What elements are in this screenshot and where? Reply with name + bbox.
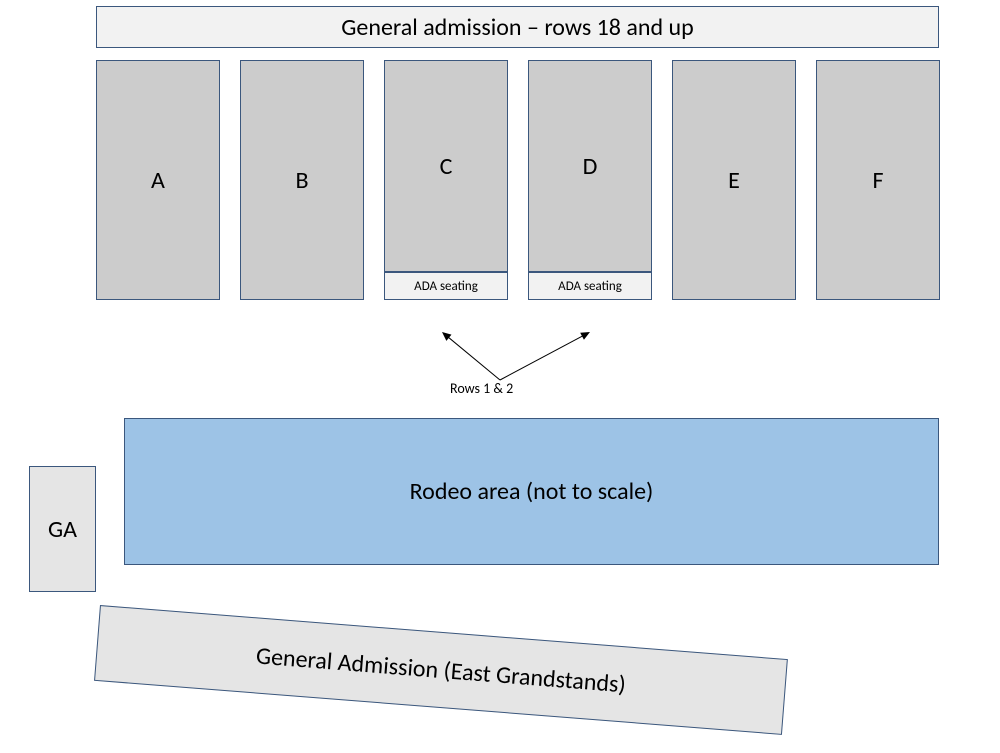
section-label: C	[440, 152, 453, 181]
ga-side-label: GA	[48, 515, 77, 544]
section-f: F	[816, 60, 940, 300]
section-label: E	[728, 166, 740, 195]
section-e: E	[672, 60, 796, 300]
section-label: D	[583, 152, 598, 181]
rodeo-area: Rodeo area (not to scale)	[124, 418, 939, 565]
section-d: D	[528, 60, 652, 272]
header-label: General admission – rows 18 and up	[341, 13, 694, 42]
rodeo-area-label: Rodeo area (not to scale)	[410, 477, 654, 506]
ada-seating-c: ADA seating	[384, 272, 508, 300]
east-grandstands-label: General Admission (East Grandstands)	[255, 641, 627, 699]
section-a: A	[96, 60, 220, 300]
ga-side-box: GA	[29, 466, 96, 592]
ada-rows-note-text: Rows 1 & 2	[450, 380, 513, 397]
ada-rows-note: Rows 1 & 2	[450, 380, 513, 397]
section-label: F	[872, 166, 883, 195]
ada-seating-label: ADA seating	[558, 279, 622, 294]
seating-diagram: General admission – rows 18 and up A B C AD…	[0, 0, 1000, 753]
section-label: B	[295, 166, 308, 195]
east-grandstands: General Admission (East Grandstands)	[94, 605, 788, 735]
section-c: C	[384, 60, 508, 272]
ada-seating-label: ADA seating	[414, 279, 478, 294]
general-admission-header: General admission – rows 18 and up	[96, 6, 939, 48]
ada-seating-d: ADA seating	[528, 272, 652, 300]
section-label: A	[151, 166, 165, 195]
section-b: B	[240, 60, 364, 300]
